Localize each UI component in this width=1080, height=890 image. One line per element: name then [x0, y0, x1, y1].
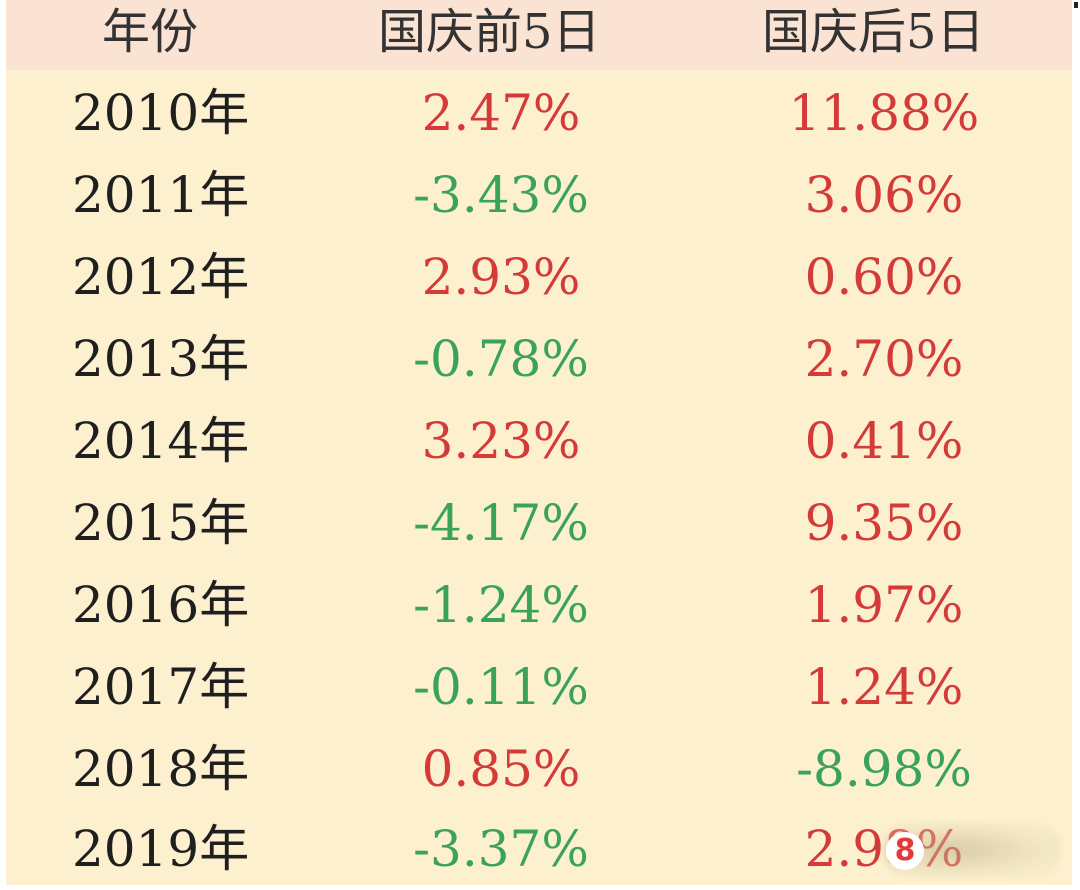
cell-after-holiday: 9.35% [804, 494, 964, 552]
table-row: 2018年 0.85% -8.98% [6, 728, 1072, 810]
cell-after-holiday: 1.24% [804, 658, 964, 716]
table-row: 2012年 2.93% 0.60% [6, 236, 1072, 318]
cell-before-holiday: 3.23% [421, 412, 581, 470]
table-row: 2017年 -0.11% 1.24% [6, 646, 1072, 728]
cell-after-holiday: 2.70% [804, 330, 964, 388]
cell-year: 2019年 [72, 820, 250, 878]
header-before-holiday: 国庆前5日 [378, 4, 601, 60]
cell-after-holiday: 0.41% [804, 412, 964, 470]
cell-before-holiday: -0.78% [413, 330, 589, 388]
cell-after-holiday: 11.88% [788, 84, 980, 142]
cell-after-holiday: -8.98% [796, 740, 972, 798]
table-row: 2016年 -1.24% 1.97% [6, 564, 1072, 646]
cell-before-holiday: -3.37% [413, 820, 589, 878]
watermark-badge-icon: 8 [886, 832, 924, 870]
cell-year: 2012年 [72, 248, 250, 306]
cell-year: 2010年 [72, 84, 250, 142]
corner-mark [1074, 2, 1078, 8]
header-year: 年份 [102, 4, 199, 60]
cell-after-holiday: 0.60% [804, 248, 964, 306]
cell-before-holiday: -3.43% [413, 166, 589, 224]
cell-year: 2018年 [72, 740, 250, 798]
cell-year: 2017年 [72, 658, 250, 716]
cell-before-holiday: -4.17% [413, 494, 589, 552]
table-row: 2014年 3.23% 0.41% [6, 400, 1072, 482]
table-row: 2011年 -3.43% 3.06% [6, 154, 1072, 236]
cell-year: 2016年 [72, 576, 250, 634]
cell-after-holiday: 3.06% [804, 166, 964, 224]
cell-year: 2014年 [72, 412, 250, 470]
cell-before-holiday: 2.47% [421, 84, 581, 142]
cell-year: 2015年 [72, 494, 250, 552]
header-after-holiday: 国庆后5日 [762, 4, 985, 60]
table-row: 2013年 -0.78% 2.70% [6, 318, 1072, 400]
table-header: 年份 国庆前5日 国庆后5日 [6, 0, 1072, 70]
table-row: 2015年 -4.17% 9.35% [6, 482, 1072, 564]
cell-before-holiday: -0.11% [413, 658, 589, 716]
returns-table: 年份 国庆前5日 国庆后5日 2010年 2.47% 11.88% 2011年 … [6, 0, 1072, 885]
cell-before-holiday: 0.85% [421, 740, 581, 798]
cell-before-holiday: 2.93% [421, 248, 581, 306]
cell-year: 2011年 [72, 166, 250, 224]
cell-year: 2013年 [72, 330, 250, 388]
cell-after-holiday: 1.97% [804, 576, 964, 634]
cell-before-holiday: -1.24% [413, 576, 589, 634]
table-row: 2010年 2.47% 11.88% [6, 72, 1072, 154]
